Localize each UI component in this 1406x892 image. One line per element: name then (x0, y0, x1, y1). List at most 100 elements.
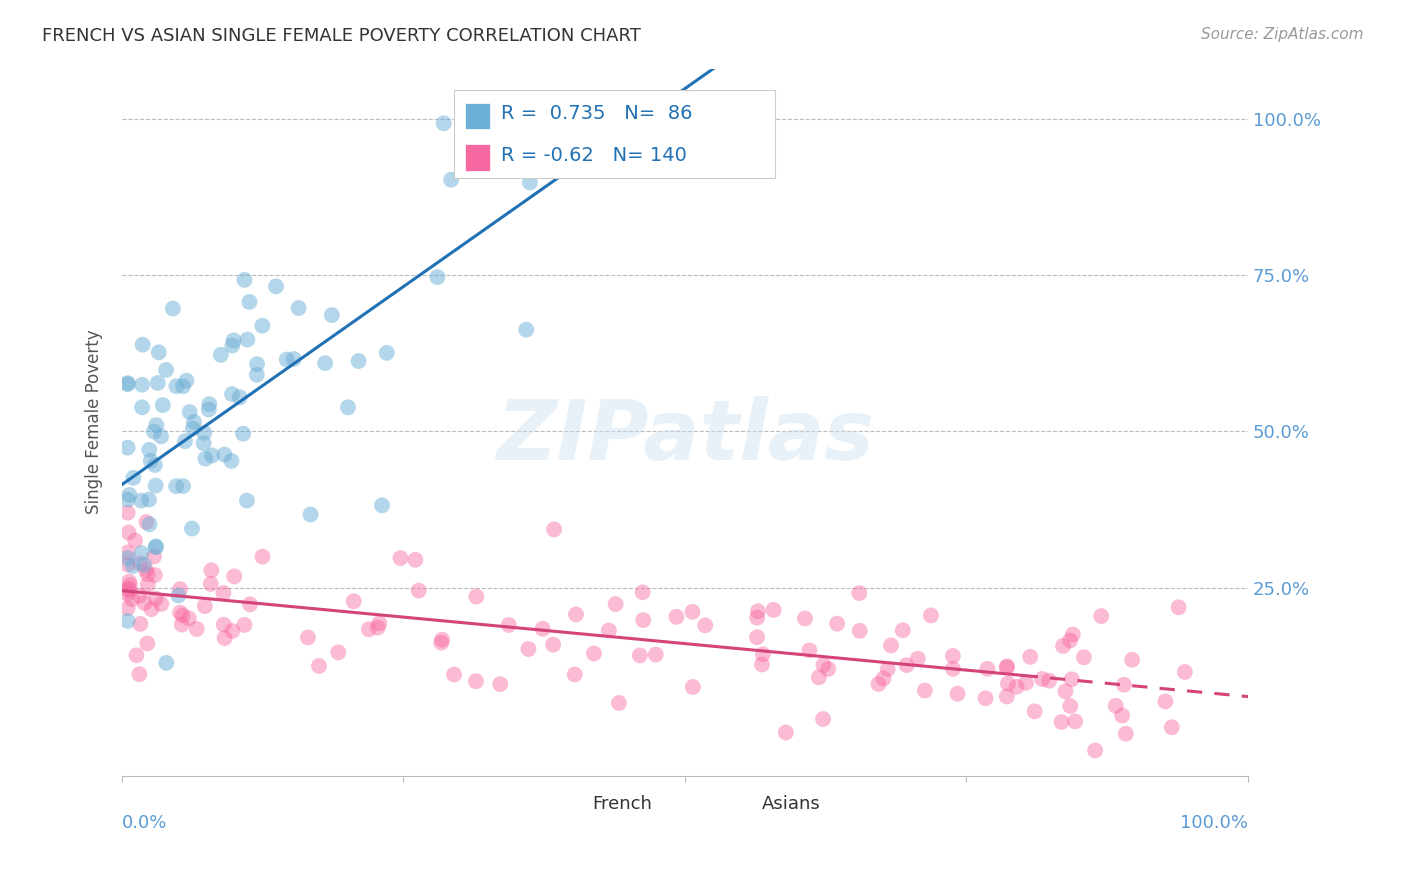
Point (200, 563, 222, 577)
Point (138, 517, 160, 532)
Point (246, 357, 269, 371)
Point (221, 338, 243, 352)
Point (1038, 673, 1060, 688)
Point (515, 323, 537, 337)
Point (193, 425, 215, 440)
Point (371, 499, 394, 513)
Text: 100.0%: 100.0% (1180, 814, 1249, 832)
Point (233, 273, 256, 287)
Point (131, 546, 153, 560)
Point (751, 657, 773, 672)
Point (139, 454, 162, 468)
Point (430, 635, 453, 649)
Point (134, 596, 156, 610)
Point (117, 583, 139, 598)
Point (644, 648, 666, 662)
Point (118, 574, 141, 589)
Point (433, 116, 456, 130)
Point (367, 621, 389, 635)
Point (145, 540, 167, 554)
Point (582, 647, 605, 661)
Point (145, 540, 167, 554)
Point (321, 308, 343, 322)
Point (174, 434, 197, 449)
Point (212, 586, 235, 600)
Point (695, 618, 717, 632)
Point (1054, 684, 1077, 698)
Point (214, 631, 236, 645)
FancyBboxPatch shape (454, 90, 775, 178)
Point (1160, 720, 1182, 734)
Point (221, 624, 243, 638)
Point (117, 614, 139, 628)
Text: ZIPatlas: ZIPatlas (496, 396, 875, 476)
Point (135, 563, 157, 577)
Text: Asians: Asians (762, 796, 820, 814)
Point (997, 676, 1019, 690)
Point (1031, 672, 1053, 686)
Point (132, 558, 155, 572)
Point (186, 622, 208, 636)
Point (920, 608, 942, 623)
Text: Source: ZipAtlas.com: Source: ZipAtlas.com (1201, 27, 1364, 42)
Point (121, 592, 143, 607)
Point (297, 631, 319, 645)
Point (172, 379, 194, 393)
Point (907, 651, 929, 665)
Point (1090, 609, 1112, 624)
Point (238, 294, 260, 309)
Point (222, 334, 245, 348)
Point (198, 397, 221, 411)
Point (117, 377, 139, 392)
Point (118, 488, 141, 502)
Point (172, 479, 194, 493)
Point (287, 301, 309, 315)
Point (143, 568, 166, 582)
Point (194, 599, 217, 613)
Point (443, 667, 465, 681)
Point (531, 622, 554, 636)
Point (868, 677, 890, 691)
Point (246, 368, 269, 382)
Point (194, 451, 217, 466)
Point (201, 449, 224, 463)
Point (145, 418, 167, 433)
Point (752, 647, 775, 661)
Point (229, 390, 252, 404)
Point (1084, 743, 1107, 757)
Point (146, 376, 169, 390)
Point (221, 387, 243, 401)
Point (221, 454, 243, 468)
Point (264, 279, 287, 293)
Point (848, 624, 870, 638)
Point (357, 622, 380, 636)
Point (825, 616, 848, 631)
Point (232, 426, 254, 441)
Point (995, 659, 1018, 673)
Point (347, 354, 370, 368)
Bar (724, 795, 756, 814)
Point (212, 617, 235, 632)
Point (142, 549, 165, 564)
Point (1062, 627, 1084, 641)
Point (1050, 714, 1073, 729)
Point (131, 337, 153, 351)
Point (131, 377, 153, 392)
Point (747, 604, 769, 618)
Point (891, 624, 914, 638)
Point (122, 471, 145, 485)
Point (136, 577, 159, 591)
Point (745, 630, 768, 644)
Point (591, 136, 613, 151)
Point (1105, 698, 1128, 713)
Point (209, 348, 232, 362)
Text: R =  0.735   N=  86: R = 0.735 N= 86 (502, 104, 693, 123)
Point (628, 648, 651, 663)
Point (118, 582, 141, 596)
Point (165, 379, 187, 393)
Point (150, 429, 173, 443)
Point (336, 401, 359, 415)
Point (633, 613, 655, 627)
Point (665, 610, 688, 624)
Point (876, 662, 898, 676)
